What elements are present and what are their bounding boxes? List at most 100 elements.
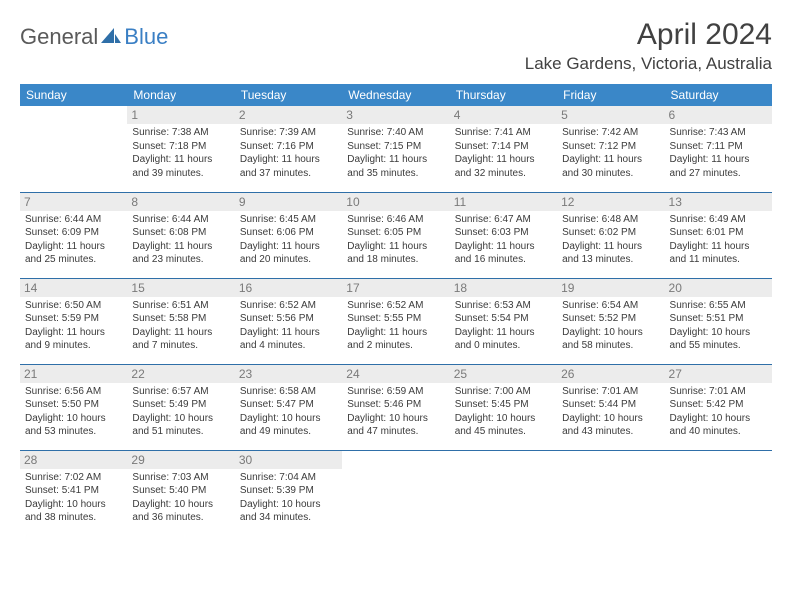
day-info-line: Daylight: 10 hours [25,498,122,512]
calendar-day-cell: 23Sunrise: 6:58 AMSunset: 5:47 PMDayligh… [235,364,342,450]
day-info-line: and 55 minutes. [670,339,767,353]
location-text: Lake Gardens, Victoria, Australia [525,54,772,74]
day-info-line: Sunset: 7:18 PM [132,140,229,154]
day-number: 8 [127,193,234,211]
day-info-line: and 0 minutes. [455,339,552,353]
weekday-header: Sunday [20,84,127,106]
day-info-line: and 35 minutes. [347,167,444,181]
day-number: 18 [450,279,557,297]
calendar-day-cell: 13Sunrise: 6:49 AMSunset: 6:01 PMDayligh… [665,192,772,278]
day-info-line: Daylight: 11 hours [347,326,444,340]
weekday-header: Friday [557,84,664,106]
day-info-line: Sunrise: 6:52 AM [347,299,444,313]
day-info-line: Sunset: 5:54 PM [455,312,552,326]
day-info-line: Sunrise: 6:48 AM [562,213,659,227]
day-info-line: Sunrise: 6:50 AM [25,299,122,313]
day-info-line: Sunset: 5:59 PM [25,312,122,326]
calendar-day-cell: 24Sunrise: 6:59 AMSunset: 5:46 PMDayligh… [342,364,449,450]
calendar-day-cell [342,450,449,536]
day-number: 29 [127,451,234,469]
day-info-line: Sunrise: 6:47 AM [455,213,552,227]
calendar-day-cell: 4Sunrise: 7:41 AMSunset: 7:14 PMDaylight… [450,106,557,192]
day-info-line: and 16 minutes. [455,253,552,267]
day-number: 4 [450,106,557,124]
day-info-line: Sunset: 5:46 PM [347,398,444,412]
day-info-line: Daylight: 11 hours [670,240,767,254]
calendar-day-cell: 3Sunrise: 7:40 AMSunset: 7:15 PMDaylight… [342,106,449,192]
day-info-line: Daylight: 10 hours [25,412,122,426]
day-number: 12 [557,193,664,211]
day-info-line: and 58 minutes. [562,339,659,353]
day-number: 15 [127,279,234,297]
day-info-line: Daylight: 11 hours [455,326,552,340]
calendar-day-cell: 27Sunrise: 7:01 AMSunset: 5:42 PMDayligh… [665,364,772,450]
calendar-day-cell: 29Sunrise: 7:03 AMSunset: 5:40 PMDayligh… [127,450,234,536]
day-number: 23 [235,365,342,383]
logo-sail-icon [101,26,121,49]
calendar-day-cell: 14Sunrise: 6:50 AMSunset: 5:59 PMDayligh… [20,278,127,364]
day-number: 28 [20,451,127,469]
day-number: 26 [557,365,664,383]
day-info-line: Sunset: 5:39 PM [240,484,337,498]
day-info-line: and 43 minutes. [562,425,659,439]
day-info-line: Daylight: 11 hours [25,326,122,340]
calendar-week-row: 7Sunrise: 6:44 AMSunset: 6:09 PMDaylight… [20,192,772,278]
day-number: 10 [342,193,449,211]
day-info-line: Sunrise: 6:49 AM [670,213,767,227]
day-info-line: Sunset: 5:51 PM [670,312,767,326]
weekday-header-row: SundayMondayTuesdayWednesdayThursdayFrid… [20,84,772,106]
day-info-line: Daylight: 10 hours [670,412,767,426]
day-info-line: and 49 minutes. [240,425,337,439]
day-info-line: Sunrise: 7:43 AM [670,126,767,140]
calendar-day-cell: 22Sunrise: 6:57 AMSunset: 5:49 PMDayligh… [127,364,234,450]
calendar-day-cell: 16Sunrise: 6:52 AMSunset: 5:56 PMDayligh… [235,278,342,364]
weekday-header: Tuesday [235,84,342,106]
day-info-line: and 32 minutes. [455,167,552,181]
day-info-line: Sunset: 5:45 PM [455,398,552,412]
day-info-line: Sunset: 5:58 PM [132,312,229,326]
day-info-line: Daylight: 10 hours [670,326,767,340]
day-number: 16 [235,279,342,297]
day-info-line: Sunrise: 6:53 AM [455,299,552,313]
day-info-line: Sunset: 5:41 PM [25,484,122,498]
day-number: 17 [342,279,449,297]
day-info-line: Daylight: 11 hours [347,153,444,167]
day-number: 13 [665,193,772,211]
day-info-line: Sunset: 5:56 PM [240,312,337,326]
day-info-line: Sunrise: 6:44 AM [25,213,122,227]
day-info-line: and 47 minutes. [347,425,444,439]
day-number: 20 [665,279,772,297]
calendar-day-cell: 25Sunrise: 7:00 AMSunset: 5:45 PMDayligh… [450,364,557,450]
day-info-line: Sunset: 5:40 PM [132,484,229,498]
day-info-line: Sunrise: 7:01 AM [562,385,659,399]
title-block: April 2024 Lake Gardens, Victoria, Austr… [525,18,772,74]
day-info-line: and 2 minutes. [347,339,444,353]
day-info-line: Sunrise: 7:01 AM [670,385,767,399]
calendar-table: SundayMondayTuesdayWednesdayThursdayFrid… [20,84,772,536]
day-info-line: Sunrise: 6:57 AM [132,385,229,399]
day-info-line: and 23 minutes. [132,253,229,267]
day-info-line: and 39 minutes. [132,167,229,181]
calendar-day-cell: 15Sunrise: 6:51 AMSunset: 5:58 PMDayligh… [127,278,234,364]
day-info-line: Daylight: 11 hours [455,240,552,254]
day-info-line: Sunrise: 7:38 AM [132,126,229,140]
month-title: April 2024 [525,18,772,52]
day-info-line: Sunrise: 7:02 AM [25,471,122,485]
calendar-day-cell: 8Sunrise: 6:44 AMSunset: 6:08 PMDaylight… [127,192,234,278]
day-info-line: Sunrise: 6:45 AM [240,213,337,227]
day-info-line: Sunset: 7:14 PM [455,140,552,154]
day-info-line: Daylight: 11 hours [347,240,444,254]
weekday-header: Monday [127,84,234,106]
day-info-line: and 4 minutes. [240,339,337,353]
day-info-line: and 40 minutes. [670,425,767,439]
calendar-day-cell: 7Sunrise: 6:44 AMSunset: 6:09 PMDaylight… [20,192,127,278]
day-info-line: Sunset: 6:06 PM [240,226,337,240]
day-number: 19 [557,279,664,297]
day-info-line: and 25 minutes. [25,253,122,267]
day-info-line: Sunset: 7:12 PM [562,140,659,154]
day-info-line: Sunrise: 7:03 AM [132,471,229,485]
day-info-line: Sunrise: 6:52 AM [240,299,337,313]
weekday-header: Wednesday [342,84,449,106]
day-info-line: and 13 minutes. [562,253,659,267]
day-info-line: Sunrise: 6:46 AM [347,213,444,227]
